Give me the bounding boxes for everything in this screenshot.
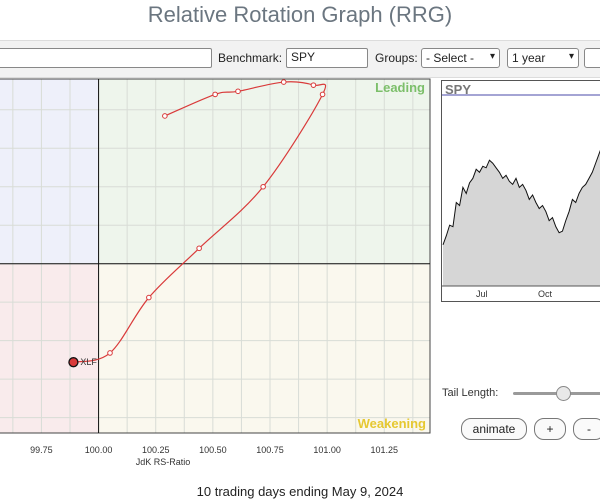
benchmark-mini-chart: SPY Jul Oct [441,80,600,302]
quadrant-label-weakening: Weakening [358,416,426,431]
x-tick-label: 101.00 [313,445,341,455]
tail-length-label: Tail Length: [442,387,499,399]
plot-border [0,78,431,434]
mini-price-area [443,151,600,286]
benchmark-input[interactable]: SPY [286,48,368,68]
animate-button[interactable]: animate [461,418,527,440]
x-tick-label: 100.50 [199,445,227,455]
xlf-tail-point [310,82,317,88]
mini-x-label-jul: Jul [476,289,488,299]
page-title: Relative Rotation Graph (RRG) [147,2,453,27]
xlf-tail-point [260,183,266,190]
period-select-value: 1 year [512,51,546,65]
mini-chart-symbol: SPY [445,82,472,97]
x-tick-label: 100.75 [256,445,284,455]
chevron-down-icon: ▾ [568,51,574,62]
more-select[interactable] [584,48,600,68]
period-select[interactable]: 1 year ▾ [507,48,579,68]
minus-button[interactable]: - [573,418,600,440]
xlf-tail-line [73,81,327,363]
quadrant-lagging [0,263,99,433]
xlf-tail-point [162,113,168,119]
rrg-chart: Leading Weakening 99.75 100.00 100.25 100.5… [0,78,431,467]
groups-label: Groups: [375,51,418,65]
x-tick-label: 101.25 [371,445,399,455]
xlf-series-label: XLF [80,357,97,367]
xlf-head-point[interactable] [68,357,79,368]
mini-price-chart [442,94,600,287]
plus-button[interactable]: + [534,418,566,440]
groups-select[interactable]: - Select - ▾ [421,48,500,68]
quadrant-leading [98,79,431,264]
tail-length-slider-thumb[interactable] [555,386,571,401]
xlf-tail-point [235,88,241,95]
symbols-input[interactable] [0,48,212,68]
groups-select-value: - Select - [426,51,475,65]
xlf-tail-point [196,245,202,252]
quadrant-improving [0,79,99,264]
x-axis-label: JdK RS-Ratio [136,457,191,467]
xlf-tail-point [107,350,113,356]
chevron-down-icon: ▾ [489,51,495,62]
mini-price-line [442,149,600,245]
x-tick-label: 100.00 [85,445,113,455]
x-tick-label: 99.75 [30,445,53,455]
period-footer: 10 trading days ending May 9, 2024 [196,484,404,499]
benchmark-label: Benchmark: [218,51,283,65]
mini-x-label-oct: Oct [538,289,553,299]
xlf-tail-point [146,294,152,301]
xlf-tail-point [212,91,218,98]
xlf-tail-point [319,91,326,98]
xlf-tail-point [280,79,287,85]
quadrant-weakening [98,263,431,433]
x-tick-label: 100.25 [142,445,170,455]
toolbar: Benchmark: SPY Groups: - Select - ▾ 1 ye… [0,40,600,78]
quadrant-label-leading: Leading [375,80,425,95]
